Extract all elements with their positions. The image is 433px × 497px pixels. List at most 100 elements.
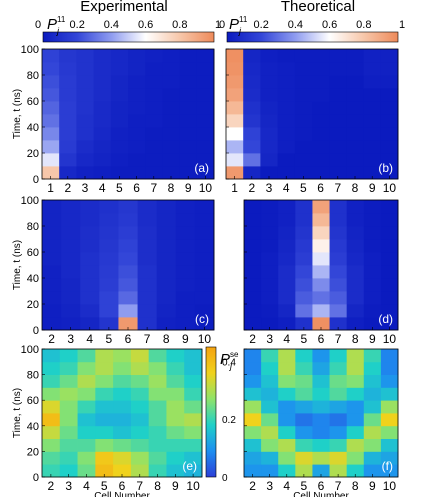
heatmap-cell	[113, 387, 132, 401]
heatmap-cell	[363, 101, 382, 115]
x-tick-label: 8	[352, 332, 359, 346]
heatmap-cell	[346, 361, 365, 375]
heatmap-cell	[42, 213, 62, 227]
heatmap-cell	[137, 226, 158, 240]
x-tick-label: 10	[199, 181, 213, 195]
x-tick-label: 7	[150, 181, 157, 195]
heatmap-cell	[261, 349, 279, 363]
heatmap-cell	[148, 361, 167, 375]
heatmap-cell	[243, 166, 261, 180]
x-tick-label: 1	[231, 181, 238, 195]
heatmap-cell	[145, 75, 163, 89]
heatmap-cell	[329, 127, 347, 141]
heatmap-cell	[93, 166, 112, 180]
heatmap-cell	[329, 413, 348, 427]
heatmap-cell	[277, 114, 296, 128]
heatmap-cell	[59, 75, 77, 89]
heatmap-cell	[166, 413, 185, 427]
heatmap-cell	[346, 317, 365, 331]
heatmap-cell	[137, 239, 158, 253]
heatmap-cell	[363, 413, 382, 427]
heatmap-cell	[294, 88, 313, 102]
heatmap-cell	[363, 114, 382, 128]
heatmap-cell	[99, 213, 119, 227]
heatmap-cell	[294, 49, 313, 63]
heatmap-cell	[76, 88, 94, 102]
heatmap-cell	[312, 239, 330, 253]
heatmap-cell	[346, 291, 365, 305]
heatmap-cell	[277, 101, 296, 115]
heatmap-cell	[162, 114, 180, 128]
heatmap-cell	[113, 400, 132, 414]
heatmap-cell	[118, 213, 138, 227]
colorbar-tick-label: 0.8	[356, 19, 371, 31]
heatmap-cell	[312, 88, 330, 102]
x-tick-label: 8	[352, 479, 359, 493]
heatmap-cell	[184, 438, 203, 452]
heatmap-cell	[59, 451, 78, 465]
heatmap-cell	[145, 140, 163, 154]
heatmap-cell	[42, 62, 60, 76]
heatmap-cell	[148, 451, 167, 465]
heatmap-cell	[329, 200, 348, 214]
heatmap-cell	[156, 265, 177, 279]
heatmap-cell	[295, 317, 313, 331]
heatmap-cell	[95, 400, 114, 414]
heatmap-cell	[194, 265, 215, 279]
heatmap-cell	[312, 361, 330, 375]
heatmap-cell	[95, 387, 114, 401]
heatmap-cell	[61, 317, 81, 331]
heatmap-cell	[261, 291, 279, 305]
heatmap-cell	[194, 252, 215, 266]
heatmap-cell	[76, 101, 94, 115]
x-tick-label: 5	[301, 332, 308, 346]
heatmap-cell	[196, 75, 215, 89]
x-tick-label: 7	[136, 479, 143, 493]
heatmap-cell	[380, 425, 399, 439]
heatmap-cell	[244, 451, 262, 465]
heatmap-cell	[59, 413, 78, 427]
heatmap-cell	[77, 425, 96, 439]
heatmap-cell	[295, 361, 313, 375]
heatmap-cell	[179, 153, 198, 167]
heatmap-cell	[179, 75, 198, 89]
heatmap-cell	[80, 213, 100, 227]
heatmap-cell	[346, 153, 364, 167]
heatmap-cell	[194, 278, 215, 292]
heatmap-cell	[42, 101, 60, 115]
heatmap-cell	[145, 49, 163, 63]
heatmap-cell	[156, 213, 177, 227]
heatmap-cell	[61, 291, 81, 305]
heatmap-cell	[260, 114, 278, 128]
heatmap-cell	[261, 226, 279, 240]
y-tick-label: 60	[27, 96, 39, 108]
heatmap-cell	[95, 438, 114, 452]
heatmap-cell	[226, 153, 244, 167]
heatmap-cell	[346, 140, 364, 154]
heatmap-cell	[363, 75, 382, 89]
colorbar-top: 0 0.2 0.4 0.6 0.8 1 P j 11	[219, 15, 405, 43]
heatmap-cell	[61, 213, 81, 227]
heatmap-cell	[363, 278, 382, 292]
heatmap-cell	[145, 153, 163, 167]
heatmap-cell	[145, 127, 163, 141]
heatmap-cell	[261, 451, 279, 465]
colorbar-top: 0 0.2 0.4 0.6 0.8 1 P j 11	[35, 15, 221, 43]
heatmap-cell	[59, 127, 77, 141]
heatmap-cell	[312, 153, 330, 167]
x-tick-label: 9	[369, 332, 376, 346]
heatmap-cell	[156, 278, 177, 292]
heatmap-cell	[380, 49, 399, 63]
heatmap-cell	[329, 166, 347, 180]
heatmap-cell	[312, 278, 330, 292]
heatmap-cell	[99, 265, 119, 279]
heatmap-cell	[312, 438, 330, 452]
heatmap-cell	[295, 413, 313, 427]
x-tick-label: 10	[186, 479, 200, 493]
colorbar-tick-label: 0.8	[172, 19, 187, 31]
heatmap-cell	[244, 413, 262, 427]
heatmap-cell	[194, 226, 215, 240]
y-tick-label: 60	[27, 247, 39, 259]
heatmap-cell	[42, 127, 60, 141]
heatmap-cell	[113, 438, 132, 452]
